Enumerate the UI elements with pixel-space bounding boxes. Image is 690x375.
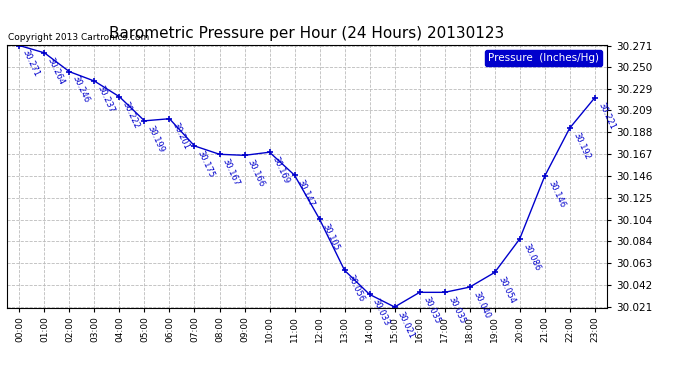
Pressure  (Inches/Hg) bbox=[415, 290, 424, 295]
Text: 30.035: 30.035 bbox=[421, 295, 442, 326]
Text: 30.199: 30.199 bbox=[146, 124, 166, 154]
Text: 30.021: 30.021 bbox=[396, 310, 416, 340]
Text: 30.246: 30.246 bbox=[71, 75, 91, 105]
Text: 30.040: 30.040 bbox=[471, 290, 491, 320]
Pressure  (Inches/Hg) bbox=[266, 150, 274, 154]
Text: 30.175: 30.175 bbox=[196, 149, 217, 179]
Pressure  (Inches/Hg) bbox=[315, 217, 324, 221]
Text: 30.169: 30.169 bbox=[271, 155, 291, 185]
Pressure  (Inches/Hg) bbox=[566, 126, 574, 130]
Text: 30.264: 30.264 bbox=[46, 56, 66, 86]
Text: 30.222: 30.222 bbox=[121, 99, 141, 130]
Text: 30.086: 30.086 bbox=[521, 242, 542, 272]
Pressure  (Inches/Hg) bbox=[491, 270, 499, 275]
Pressure  (Inches/Hg) bbox=[540, 174, 549, 178]
Pressure  (Inches/Hg) bbox=[66, 69, 74, 74]
Pressure  (Inches/Hg) bbox=[591, 96, 599, 100]
Title: Barometric Pressure per Hour (24 Hours) 20130123: Barometric Pressure per Hour (24 Hours) … bbox=[110, 26, 504, 41]
Pressure  (Inches/Hg) bbox=[466, 285, 474, 290]
Text: Copyright 2013 Cartronics.com: Copyright 2013 Cartronics.com bbox=[8, 33, 149, 42]
Text: 30.192: 30.192 bbox=[571, 131, 591, 161]
Line: Pressure  (Inches/Hg): Pressure (Inches/Hg) bbox=[16, 42, 598, 310]
Text: 30.237: 30.237 bbox=[96, 84, 117, 114]
Text: 30.035: 30.035 bbox=[446, 295, 466, 326]
Text: 30.147: 30.147 bbox=[296, 178, 317, 208]
Text: 30.054: 30.054 bbox=[496, 275, 516, 305]
Pressure  (Inches/Hg) bbox=[166, 117, 174, 121]
Pressure  (Inches/Hg) bbox=[440, 290, 449, 295]
Text: 30.033: 30.033 bbox=[371, 297, 391, 327]
Text: 30.146: 30.146 bbox=[546, 179, 566, 209]
Text: 30.271: 30.271 bbox=[21, 48, 41, 78]
Pressure  (Inches/Hg) bbox=[40, 51, 48, 55]
Pressure  (Inches/Hg) bbox=[515, 237, 524, 241]
Text: 30.201: 30.201 bbox=[171, 122, 191, 152]
Text: 30.166: 30.166 bbox=[246, 158, 266, 188]
Pressure  (Inches/Hg) bbox=[340, 268, 348, 273]
Pressure  (Inches/Hg) bbox=[15, 43, 23, 48]
Text: 30.167: 30.167 bbox=[221, 157, 242, 188]
Pressure  (Inches/Hg) bbox=[140, 118, 148, 123]
Pressure  (Inches/Hg) bbox=[190, 144, 199, 148]
Pressure  (Inches/Hg) bbox=[90, 79, 99, 83]
Text: 30.056: 30.056 bbox=[346, 273, 366, 303]
Pressure  (Inches/Hg) bbox=[391, 305, 399, 309]
Pressure  (Inches/Hg) bbox=[115, 94, 124, 99]
Legend: Pressure  (Inches/Hg): Pressure (Inches/Hg) bbox=[485, 50, 602, 66]
Pressure  (Inches/Hg) bbox=[240, 153, 248, 158]
Pressure  (Inches/Hg) bbox=[290, 173, 299, 177]
Text: 30.221: 30.221 bbox=[596, 100, 616, 130]
Pressure  (Inches/Hg) bbox=[215, 152, 224, 156]
Text: 30.105: 30.105 bbox=[321, 222, 342, 252]
Pressure  (Inches/Hg) bbox=[366, 292, 374, 297]
